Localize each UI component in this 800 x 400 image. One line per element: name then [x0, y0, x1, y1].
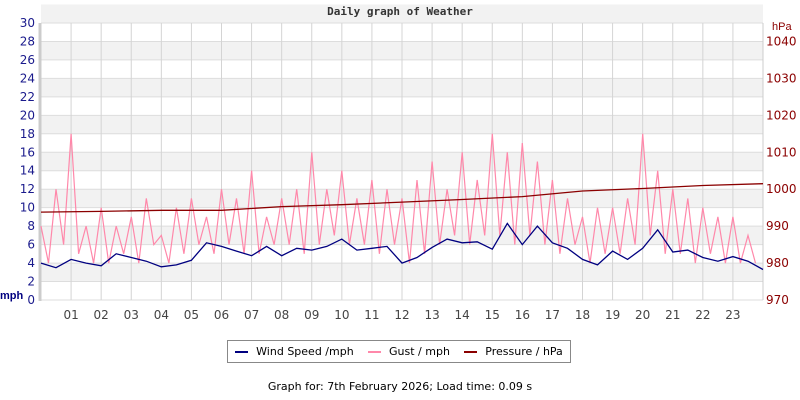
x-tick-label: 10 [334, 308, 349, 322]
grid-band [41, 4, 763, 24]
x-tick-label: 15 [485, 308, 500, 322]
y-left-tick-label: 10 [20, 201, 35, 215]
x-tick-label: 09 [304, 308, 319, 322]
legend-label-pressure: Pressure / hPa [485, 345, 563, 358]
y-right-axis-label: hPa [772, 21, 792, 33]
x-tick-label: 07 [244, 308, 259, 322]
x-tick-label: 21 [665, 308, 680, 322]
x-tick-label: 23 [725, 308, 740, 322]
y-right-tick-label: 1040 [766, 34, 797, 48]
y-left-tick-label: 16 [20, 145, 35, 159]
x-tick-label: 06 [214, 308, 229, 322]
legend-item-wind: Wind Speed /mph [235, 345, 354, 358]
y-left-tick-label: 20 [20, 108, 35, 122]
x-tick-label: 03 [124, 308, 139, 322]
x-tick-label: 02 [94, 308, 109, 322]
y-left-tick-label: 4 [27, 256, 35, 270]
y-right-tick-label: 1000 [766, 182, 797, 196]
x-tick-label: 04 [154, 308, 169, 322]
x-tick-label: 11 [364, 308, 379, 322]
y-left-tick-label: 24 [20, 71, 35, 85]
legend-swatch-gust [368, 350, 382, 353]
y-left-tick-label: 12 [20, 182, 35, 196]
y-right-tick-label: 980 [766, 256, 789, 270]
y-left-tick-label: 26 [20, 53, 35, 67]
y-right-tick-label: 1030 [766, 71, 797, 85]
y-left-tick-label: 22 [20, 90, 35, 104]
x-tick-label: 08 [274, 308, 289, 322]
footer-text: Graph for: 7th February 2026; Load time:… [267, 380, 533, 393]
x-tick-label: 19 [605, 308, 620, 322]
x-tick-label: 14 [455, 308, 470, 322]
legend: Wind Speed /mph Gust / mph Pressure / hP… [227, 340, 571, 363]
x-tick-label: 20 [635, 308, 650, 322]
legend-item-pressure: Pressure / hPa [464, 345, 563, 358]
y-left-tick-label: 2 [27, 275, 35, 289]
series-pressure-line [40, 183, 764, 213]
y-left-tick-label: 28 [20, 34, 35, 48]
x-tick-label: 05 [184, 308, 199, 322]
legend-swatch-wind [235, 350, 249, 353]
x-tick-label: 16 [515, 308, 530, 322]
x-tick-label: 13 [424, 308, 439, 322]
legend-item-gust: Gust / mph [368, 345, 450, 358]
x-tick-label: 17 [545, 308, 560, 322]
y-left-tick-label: 0 [27, 293, 35, 307]
x-tick-label: 22 [695, 308, 710, 322]
y-right-tick-label: 970 [766, 293, 789, 307]
series-gust-line [40, 133, 757, 264]
y-right-tick-label: 1010 [766, 145, 797, 159]
y-left-axis-label: mph [0, 290, 24, 302]
legend-label-wind: Wind Speed /mph [256, 345, 354, 358]
y-left-tick-label: 30 [20, 16, 35, 30]
y-left-tick-label: 14 [20, 164, 35, 178]
y-left-tick-label: 18 [20, 127, 35, 141]
y-right-tick-label: 1020 [766, 108, 797, 122]
y-right-tick-label: 990 [766, 219, 789, 233]
x-tick-label: 18 [575, 308, 590, 322]
y-left-tick-label: 8 [27, 219, 35, 233]
x-tick-label: 01 [63, 308, 78, 322]
series-wind-line [40, 222, 764, 271]
legend-swatch-pressure [464, 350, 478, 353]
y-left-tick-label: 6 [27, 238, 35, 252]
legend-label-gust: Gust / mph [389, 345, 450, 358]
x-tick-label: 12 [394, 308, 409, 322]
